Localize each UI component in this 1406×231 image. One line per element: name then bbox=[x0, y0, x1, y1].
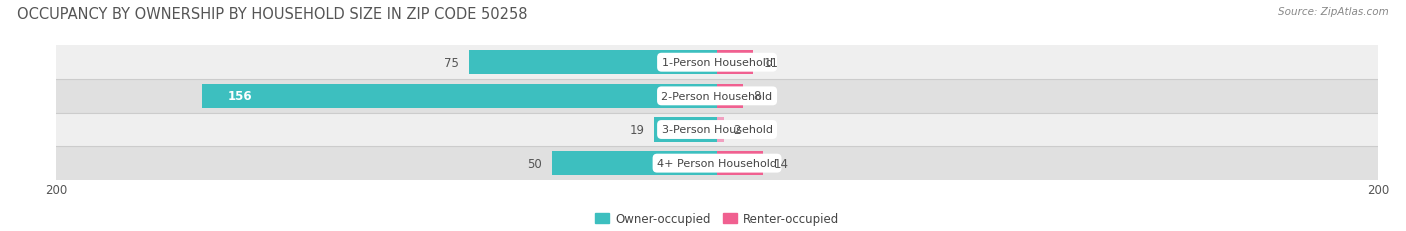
Bar bbox=[717, 118, 724, 142]
Text: 19: 19 bbox=[630, 123, 644, 137]
Bar bbox=[201, 84, 717, 109]
Bar bbox=[654, 118, 717, 142]
Bar bbox=[56, 80, 1378, 113]
Text: 3-Person Household: 3-Person Household bbox=[662, 125, 772, 135]
Legend: Owner-occupied, Renter-occupied: Owner-occupied, Renter-occupied bbox=[595, 212, 839, 225]
Bar bbox=[470, 51, 717, 75]
Text: 11: 11 bbox=[763, 56, 779, 70]
Text: 156: 156 bbox=[228, 90, 253, 103]
Text: Source: ZipAtlas.com: Source: ZipAtlas.com bbox=[1278, 7, 1389, 17]
Text: 50: 50 bbox=[527, 157, 541, 170]
Bar bbox=[717, 51, 754, 75]
Bar bbox=[717, 84, 744, 109]
Text: OCCUPANCY BY OWNERSHIP BY HOUSEHOLD SIZE IN ZIP CODE 50258: OCCUPANCY BY OWNERSHIP BY HOUSEHOLD SIZE… bbox=[17, 7, 527, 22]
Bar bbox=[56, 113, 1378, 147]
Bar bbox=[56, 147, 1378, 180]
Text: 75: 75 bbox=[444, 56, 460, 70]
Text: 2-Person Household: 2-Person Household bbox=[661, 91, 773, 101]
Text: 4+ Person Household: 4+ Person Household bbox=[657, 158, 778, 168]
Text: 8: 8 bbox=[754, 90, 761, 103]
Text: 2: 2 bbox=[734, 123, 741, 137]
Text: 1-Person Household: 1-Person Household bbox=[662, 58, 772, 68]
Text: 14: 14 bbox=[773, 157, 789, 170]
Bar bbox=[551, 151, 717, 176]
Bar bbox=[717, 151, 763, 176]
Bar bbox=[56, 46, 1378, 80]
